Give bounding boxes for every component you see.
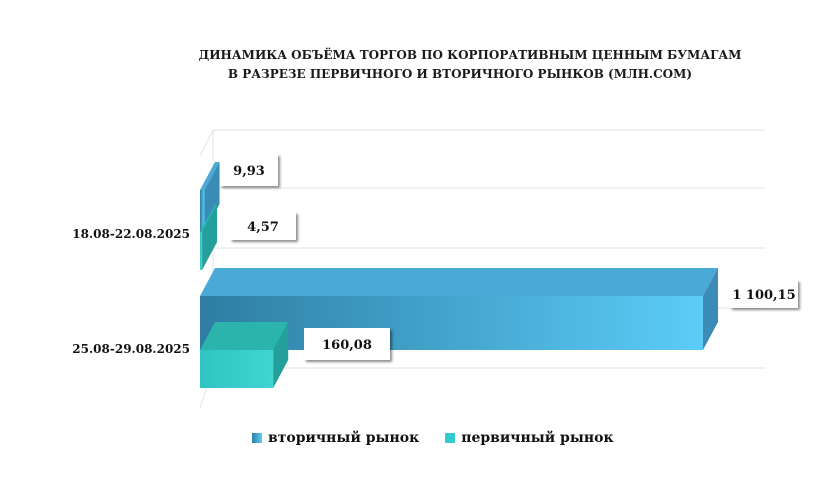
legend-swatch-secondary [252,433,262,443]
bar-primary-1 [200,350,274,388]
bar-top-0-1 [200,268,718,296]
bar-top-1-1 [200,322,289,350]
category-label-0: 18.08-22.08.2025 [72,227,190,241]
legend-item-secondary: вторичный рынок [252,430,419,446]
bar-side-0-0 [204,162,220,232]
data-label-1-1: 160,08 [322,338,372,353]
data-label-1-0: 4,57 [247,220,279,235]
bar-top-0-0 [200,162,220,190]
side-edge-top [199,129,214,157]
legend-label-secondary: вторичный рынок [268,430,420,446]
legend: вторичный рынок первичный рынок [252,430,614,446]
chart-title: ДИНАМИКА ОБЪЁМА ТОРГОВ ПО КОРПОРАТИВНЫМ … [199,47,742,62]
data-label-box-1-1 [304,328,390,360]
legend-swatch-primary [445,433,456,443]
data-labels: 9,93 1 100,15 4,57 160,08 [220,154,798,360]
chart-subtitle: В РАЗРЕЗЕ ПЕРВИЧНОГО И ВТОРИЧНОГО РЫНКОВ… [228,67,692,81]
data-label-box-0-0 [220,154,278,186]
bar-side-0-1 [703,268,718,350]
data-label-0-0: 9,93 [233,164,265,179]
data-label-box-1-0 [230,212,296,240]
legend-item-primary: первичный рынок [445,430,614,446]
bar-primary-0 [200,232,203,270]
bar-top-1-0 [200,204,218,232]
data-label-0-1: 1 100,15 [732,288,795,303]
data-label-box-0-1 [730,280,798,308]
bar-secondary-0 [200,190,205,232]
legend-label-primary: первичный рынок [461,430,614,446]
bar-side-1-0 [202,204,218,270]
bars [200,162,718,388]
bar-side-1-1 [273,322,289,388]
category-label-1: 25.08-29.08.2025 [72,342,190,356]
